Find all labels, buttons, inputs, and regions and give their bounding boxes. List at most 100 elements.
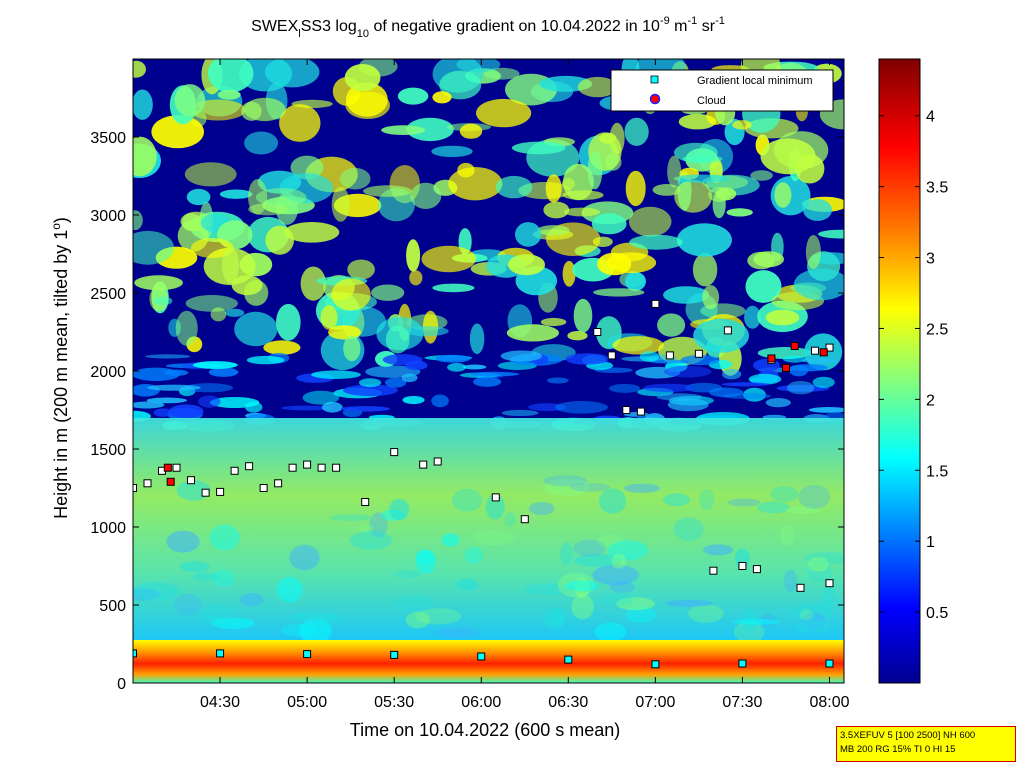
gradient-min-marker [216,487,225,496]
chart-title: SWEXlSS3 log10 of negative gradient on 1… [251,15,725,40]
gradient-min-marker [216,649,225,658]
heatmap-cell [708,187,731,203]
cloud-marker [166,477,175,486]
colorbar-ticks: 0.5 1 1.5 2 2.5 3 3.5 4 [879,109,948,622]
heatmap-cell [650,359,689,364]
heatmap-cell [789,364,828,372]
heatmap-cell [587,151,603,190]
heatmap-cell [469,323,485,355]
heatmap-cell [410,182,442,209]
heatmap-cell [680,355,720,366]
heatmap-cell [431,394,449,408]
heatmap-cell [432,283,475,293]
heatmap-cell [565,353,610,365]
heatmap-cell [562,260,576,287]
heatmap-cell [760,138,816,175]
heatmap-cell [721,382,770,387]
heatmap-cell [276,577,303,603]
heatmap-cell [699,489,715,510]
heatmap-cell [525,583,571,595]
settings-info-box: 3.5XEFUV 5 [100 2500] NH 600 MB 200 RG 1… [836,726,1016,762]
heatmap-cell [371,284,405,301]
heatmap-cell [464,546,484,564]
x-axis: 04:30 05:00 05:30 06:00 06:30 07:00 07:30 08:00 [200,59,850,711]
legend-marker-gradient-min [650,75,659,84]
gradient-min-marker [361,498,370,506]
cloud-marker [819,348,828,357]
heatmap-cell [609,383,640,393]
heatmap-cell [244,131,279,155]
heatmap-cell [207,59,254,93]
heatmap-cell [281,405,333,411]
heatmap-cell [385,377,407,388]
heatmap-cell [570,483,611,492]
heatmap-cell [322,402,343,413]
heatmap-cell [732,618,780,625]
heatmap-cell [221,247,239,284]
heatmap-cell [133,89,153,120]
gradient-min-marker [230,466,239,475]
gradient-min-marker [607,351,616,360]
heatmap-cell [664,365,712,378]
heatmap-cell [146,397,187,404]
heatmap-cell [455,578,479,591]
heatmap-cell [744,305,761,329]
heatmap-cell [818,229,844,239]
y-tick-label: 500 [99,598,126,615]
heatmap-cell [546,377,569,384]
heatmap-cell [448,167,503,201]
heatmap-cell [801,358,838,364]
heatmap-cell [674,180,713,213]
heatmap-cell [289,544,320,571]
heatmap-cell [389,498,410,521]
heatmap-cell [537,225,570,236]
heatmap-cell [255,188,307,207]
heatmap-cell [624,483,661,493]
heatmap-cell [557,572,595,598]
gradient-min-marker [143,479,152,488]
heatmap-cell [265,225,295,255]
gradient-min-marker [491,493,500,502]
heatmap-cell [485,493,505,520]
gradient-min-marker [303,650,312,659]
heatmap-cell [191,238,234,258]
heatmap-cell [784,569,798,592]
heatmap-cell [639,351,660,362]
gradient-min-marker [709,566,718,575]
legend: Gradient local minimum Cloud [610,69,834,112]
cloud-marker [790,342,799,350]
legend-label-cloud: Cloud [697,95,726,107]
heatmap-cell [238,59,293,92]
gradient-min-marker [564,655,573,664]
heatmap-cell [544,478,591,497]
gradient-min-marker [317,463,326,472]
heatmap-cell [174,593,202,616]
gradient-min-marker [694,349,703,358]
heatmap-cell [208,367,239,377]
heatmap-cell [320,305,338,330]
heatmap-cell [561,178,575,190]
heatmap-cell [234,311,278,347]
heatmap-cell [770,486,799,503]
heatmap-cell [133,367,180,381]
heatmap-cell [545,174,562,203]
gradient-min-marker [811,346,819,355]
x-tick-label: 08:00 [809,694,849,711]
heatmap-cell [185,295,238,312]
heatmap-cell [329,514,372,521]
heatmap-cell [175,310,198,346]
heatmap-cell [804,552,844,564]
y-axis-label: Height in m (200 m mean, tilted by 1o) [49,217,71,519]
legend-box [610,69,834,112]
heatmap-cell [154,296,173,306]
heatmap-cell [793,268,844,301]
heatmap-cell [560,542,574,566]
heatmap-cell [742,608,758,632]
heatmap-cell [284,222,340,243]
heatmap-cell [808,407,844,413]
gradient-min-marker [636,407,645,416]
cloud-marker [782,363,790,372]
colorbar-scale [878,58,921,684]
heatmap-cell [665,599,713,607]
